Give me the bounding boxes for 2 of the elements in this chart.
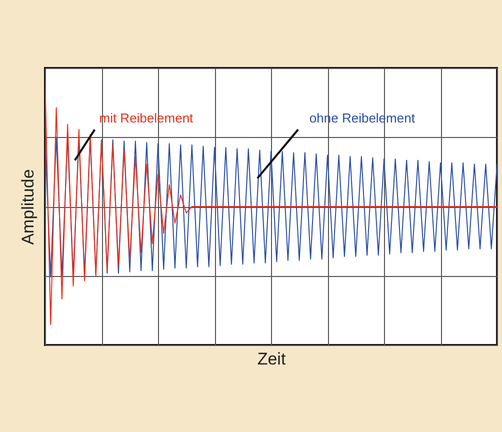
y-axis-title: Amplitude: [18, 169, 38, 245]
x-axis-title: Zeit: [257, 350, 286, 368]
